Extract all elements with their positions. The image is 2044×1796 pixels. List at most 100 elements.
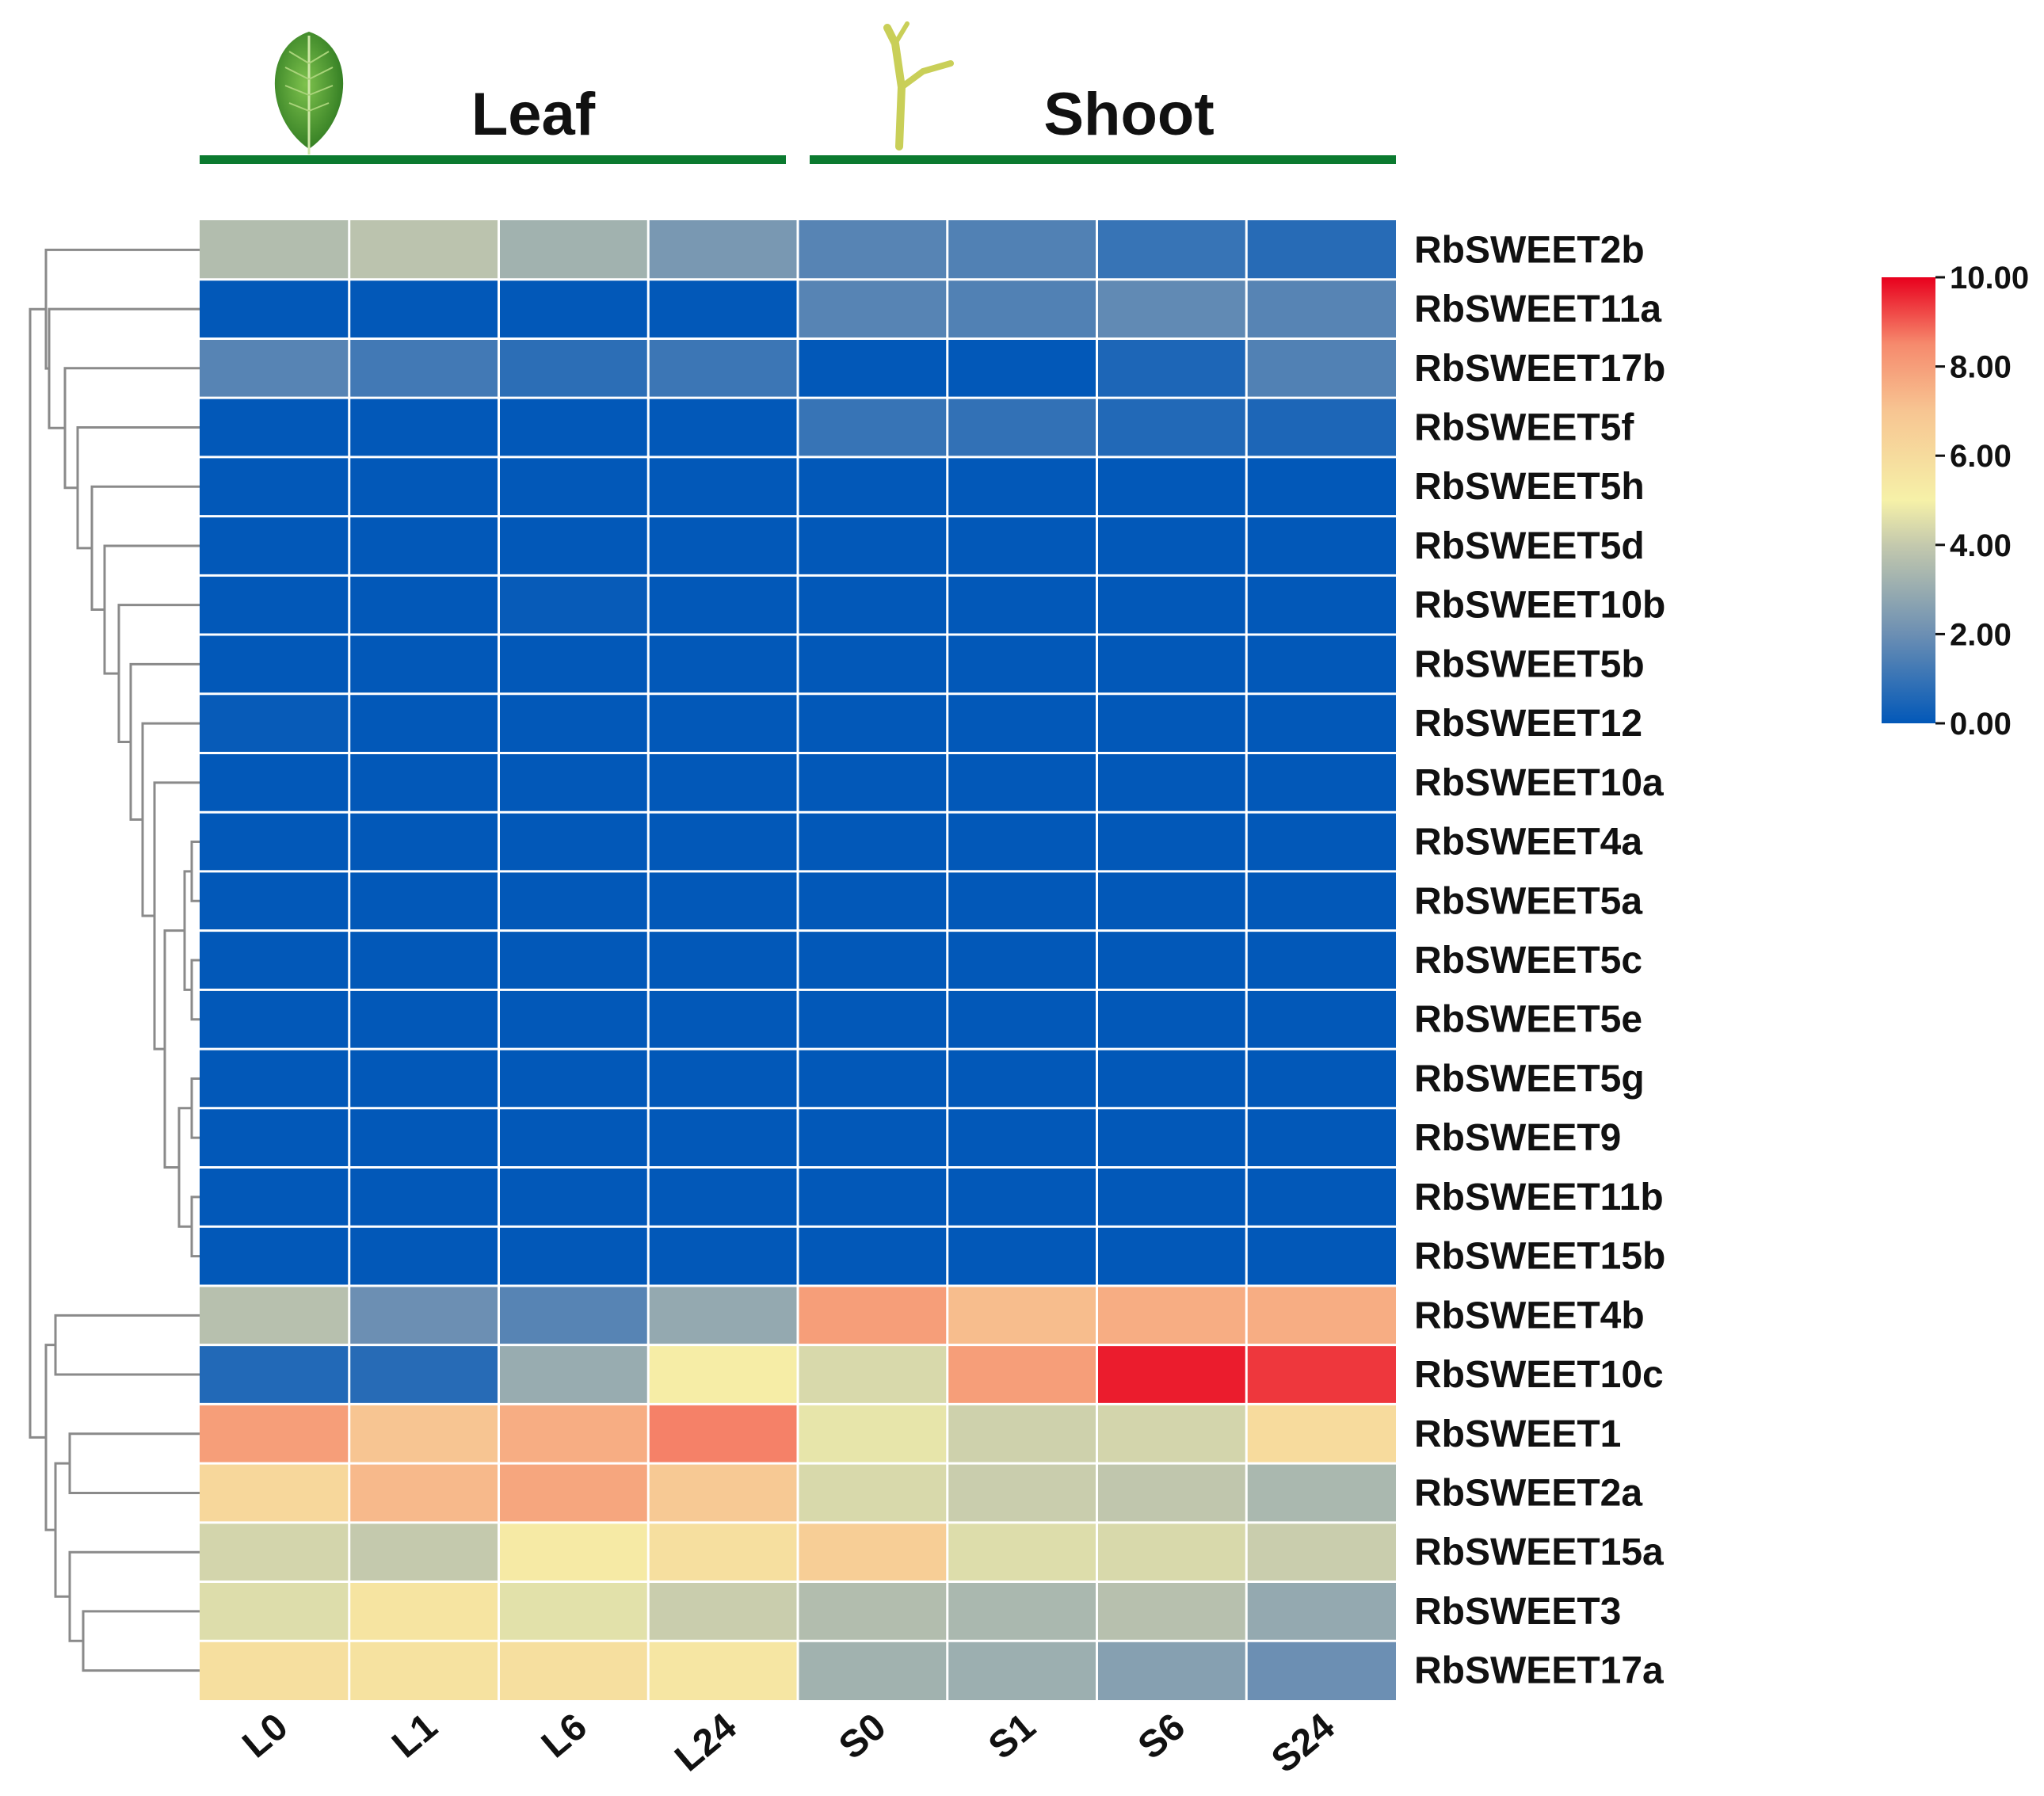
heatmap-cell-RbSWEET11a-S0 bbox=[798, 279, 948, 339]
heatmap-cell-RbSWEET15a-L0 bbox=[200, 1522, 349, 1582]
heatmap-cell-RbSWEET5e-S0 bbox=[798, 990, 948, 1050]
dendrogram-branch bbox=[90, 485, 200, 612]
heatmap-cell-RbSWEET3-L0 bbox=[200, 1581, 349, 1642]
heatmap-cell-RbSWEET11a-L24 bbox=[648, 279, 798, 339]
heatmap-cell-RbSWEET2a-S1 bbox=[947, 1463, 1097, 1523]
colorbar-tick-label: 4.00 bbox=[1950, 528, 2012, 563]
heatmap-cell-RbSWEET15b-S0 bbox=[798, 1226, 948, 1286]
heatmap-cell-RbSWEET10b-S1 bbox=[947, 575, 1097, 635]
column-label: L1 bbox=[384, 1706, 445, 1767]
column-label: L24 bbox=[667, 1706, 745, 1780]
heatmap-cell-RbSWEET17a-L24 bbox=[648, 1641, 798, 1700]
heatmap-cell-RbSWEET5a-S0 bbox=[798, 871, 948, 931]
heatmap-cell-RbSWEET5h-S1 bbox=[947, 456, 1097, 517]
heatmap-cell-RbSWEET12-S24 bbox=[1246, 693, 1396, 753]
column-label: L0 bbox=[235, 1706, 296, 1767]
heatmap-cell-RbSWEET10a-S1 bbox=[947, 753, 1097, 813]
heatmap-cell-RbSWEET2b-L1 bbox=[349, 220, 499, 280]
heatmap-cell-RbSWEET17b-S6 bbox=[1096, 338, 1247, 398]
heatmap-cell-RbSWEET5g-S0 bbox=[798, 1049, 948, 1108]
heatmap-cell-RbSWEET11a-S1 bbox=[947, 279, 1097, 339]
heatmap-cell-RbSWEET5f-S0 bbox=[798, 398, 948, 457]
colorbar-tick-label: 6.00 bbox=[1950, 439, 2012, 474]
heatmap-cell-RbSWEET9-S1 bbox=[947, 1108, 1097, 1168]
heatmap-cell-RbSWEET10c-S0 bbox=[798, 1344, 948, 1405]
heatmap-cell-RbSWEET17a-S1 bbox=[947, 1641, 1097, 1700]
heatmap-cell-RbSWEET10b-L0 bbox=[200, 575, 349, 635]
row-label: RbSWEET3 bbox=[1414, 1591, 1621, 1633]
heatmap-cell-RbSWEET5h-S0 bbox=[798, 456, 948, 517]
heatmap-cell-RbSWEET5f-L1 bbox=[349, 398, 499, 457]
heatmap-cell-RbSWEET5b-L6 bbox=[498, 635, 649, 694]
heatmap-cell-RbSWEET10c-S6 bbox=[1096, 1344, 1247, 1405]
heatmap-cell-RbSWEET10b-S24 bbox=[1246, 575, 1396, 635]
heatmap-cell-RbSWEET4a-L0 bbox=[200, 812, 349, 871]
heatmap-cell-RbSWEET17a-L0 bbox=[200, 1641, 349, 1700]
group-bar-leaf bbox=[200, 155, 786, 164]
heatmap-cell-RbSWEET10c-L0 bbox=[200, 1344, 349, 1405]
colorbar-tick-label: 10.00 bbox=[1950, 261, 2029, 296]
heatmap-cell-RbSWEET5a-S1 bbox=[947, 871, 1097, 931]
heatmap-cell-RbSWEET11b-L24 bbox=[648, 1167, 798, 1227]
row-label: RbSWEET9 bbox=[1414, 1117, 1621, 1159]
heatmap-cell-RbSWEET5a-L0 bbox=[200, 871, 349, 931]
heatmap-cell-RbSWEET1-L0 bbox=[200, 1404, 349, 1464]
heatmap-cell-RbSWEET10a-L0 bbox=[200, 753, 349, 813]
heatmap-cell-RbSWEET10b-S0 bbox=[798, 575, 948, 635]
heatmap-cell-RbSWEET5c-S1 bbox=[947, 930, 1097, 990]
heatmap-cell-RbSWEET4b-L0 bbox=[200, 1285, 349, 1345]
row-label: RbSWEET10c bbox=[1414, 1354, 1664, 1396]
heatmap-cell-RbSWEET11a-L0 bbox=[200, 279, 349, 339]
heatmap-cell-RbSWEET10b-L24 bbox=[648, 575, 798, 635]
colorbar-tick-label: 0.00 bbox=[1950, 707, 2012, 742]
heatmap-cell-RbSWEET9-L6 bbox=[498, 1108, 649, 1168]
heatmap-cell-RbSWEET17b-L1 bbox=[349, 338, 499, 398]
heatmap-cell-RbSWEET5c-S0 bbox=[798, 930, 948, 990]
heatmap-cell-RbSWEET5c-S24 bbox=[1246, 930, 1396, 990]
row-label: RbSWEET2a bbox=[1414, 1472, 1642, 1514]
group-bar-shoot bbox=[810, 155, 1396, 164]
dendrogram-branch bbox=[44, 1344, 55, 1531]
heatmap-cell-RbSWEET4b-S24 bbox=[1246, 1285, 1396, 1345]
heatmap-cell-RbSWEET5g-L1 bbox=[349, 1049, 499, 1108]
heatmap-cell-RbSWEET5f-L0 bbox=[200, 398, 349, 457]
row-label: RbSWEET10b bbox=[1414, 585, 1665, 627]
heatmap-cell-RbSWEET5b-L24 bbox=[648, 635, 798, 694]
row-label: RbSWEET5a bbox=[1414, 880, 1642, 922]
heatmap-cell-RbSWEET10a-L1 bbox=[349, 753, 499, 813]
heatmap-cell-RbSWEET11a-S6 bbox=[1096, 279, 1247, 339]
heatmap-cell-RbSWEET4a-L1 bbox=[349, 812, 499, 871]
heatmap-cell-RbSWEET5b-L1 bbox=[349, 635, 499, 694]
shoot-icon bbox=[883, 21, 954, 151]
heatmap-cell-RbSWEET3-L24 bbox=[648, 1581, 798, 1642]
heatmap-cell-RbSWEET5g-L6 bbox=[498, 1049, 649, 1108]
heatmap-cell-RbSWEET10a-S24 bbox=[1246, 753, 1396, 813]
dendrogram-branch bbox=[177, 1107, 192, 1228]
heatmap-cell-RbSWEET17b-S24 bbox=[1246, 338, 1396, 398]
heatmap-cell-RbSWEET5c-L24 bbox=[648, 930, 798, 990]
heatmap-cell-RbSWEET11b-S1 bbox=[947, 1167, 1097, 1227]
heatmap-cell-RbSWEET10a-S6 bbox=[1096, 753, 1247, 813]
heatmap-cell-RbSWEET2b-S0 bbox=[798, 220, 948, 280]
heatmap-cell-RbSWEET5g-L0 bbox=[200, 1049, 349, 1108]
colorbar-tick-label: 8.00 bbox=[1950, 350, 2012, 385]
heatmap-cell-RbSWEET10c-L24 bbox=[648, 1344, 798, 1405]
dendrogram-branch bbox=[190, 1077, 200, 1139]
heatmap-cell-RbSWEET3-L1 bbox=[349, 1581, 499, 1642]
heatmap-cell-RbSWEET12-S6 bbox=[1096, 693, 1247, 753]
dendrogram-branch bbox=[29, 307, 46, 1439]
heatmap-cell-RbSWEET15b-L6 bbox=[498, 1226, 649, 1286]
heatmap-cell-RbSWEET4b-L6 bbox=[498, 1285, 649, 1345]
group-label-shoot: Shoot bbox=[1043, 81, 1214, 148]
dendrogram-branch bbox=[129, 662, 200, 822]
heatmap-cell-RbSWEET5e-L24 bbox=[648, 990, 798, 1050]
heatmap-cell-RbSWEET5b-S24 bbox=[1246, 635, 1396, 694]
colorbar bbox=[1882, 277, 1935, 723]
heatmap-cell-RbSWEET5f-L24 bbox=[648, 398, 798, 457]
heatmap-cell-RbSWEET5e-S24 bbox=[1246, 990, 1396, 1050]
heatmap-cell-RbSWEET5a-L1 bbox=[349, 871, 499, 931]
heatmap-cell-RbSWEET5b-L0 bbox=[200, 635, 349, 694]
heatmap-cell-RbSWEET10c-S1 bbox=[947, 1344, 1097, 1405]
row-label: RbSWEET4b bbox=[1414, 1295, 1645, 1337]
heatmap-cell-RbSWEET12-L1 bbox=[349, 693, 499, 753]
